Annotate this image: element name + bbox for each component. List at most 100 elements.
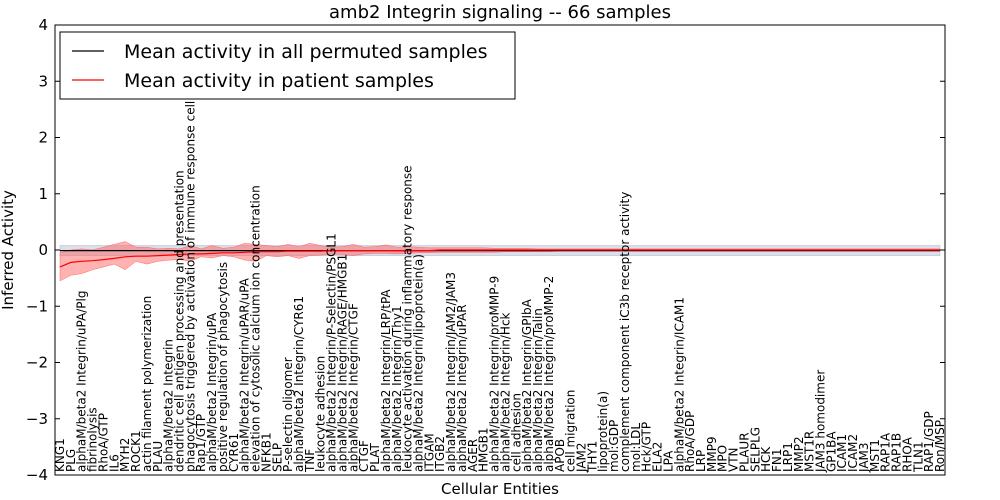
- y-tick-label: −4: [26, 466, 48, 484]
- x-category-label: positive regulation of phagocytosis: [216, 262, 230, 472]
- x-category-label: CYR61: [227, 433, 241, 472]
- x-category-label: NFKB1: [259, 432, 273, 472]
- x-category-label: alphaM/beta2 Integrin/JAM2/JAM3: [444, 272, 458, 472]
- x-category-label: leukocyte adhesion: [314, 356, 328, 472]
- x-category-label: alphaM/beta2 Integrin/P-Selectin/PSGL1: [325, 233, 339, 472]
- x-category-label: KNG1: [53, 438, 67, 472]
- y-tick-label: 0: [38, 241, 48, 259]
- x-category-label: MST1R: [803, 431, 817, 472]
- x-category-label: alphaM/beta2 Integrin/Thy1: [390, 305, 404, 472]
- x-category-label: cell adhesion: [509, 393, 523, 472]
- x-category-label: RAP1A: [879, 432, 893, 472]
- x-category-label: FN1: [770, 448, 784, 472]
- x-category-label: MST1: [868, 439, 882, 472]
- y-tick-label: −1: [26, 297, 48, 315]
- x-category-label: LRP1: [781, 442, 795, 472]
- x-category-label: alphaM/beta2 Integrin/CTGF: [346, 303, 360, 472]
- y-axis-label: Inferred Activity: [0, 190, 17, 310]
- x-category-label: alphaM/beta2 Integrin/proMMP-2: [542, 276, 556, 472]
- x-category-label: elevation of cytosolic calcium ion conce…: [249, 185, 263, 472]
- y-tick-label: 2: [38, 129, 48, 147]
- x-category-label: alphaM/beta2 Integrin/uPA: [205, 312, 219, 472]
- x-category-label: VTN: [727, 447, 741, 472]
- x-category-label: AGER: [466, 439, 480, 472]
- x-category-label: TLN1: [911, 441, 925, 473]
- x-category-label: alphaM/beta2 Integrin/ICAM1: [672, 297, 686, 472]
- x-category-label: APOB: [553, 439, 567, 472]
- x-category-label: ICAM1: [835, 434, 849, 472]
- x-category-label: JAM3: [857, 442, 871, 473]
- x-category-label: HMGB1: [477, 427, 491, 472]
- x-category-label: alphaM/beta2 Integrin: [162, 339, 176, 472]
- x-category-label: phagocytosis triggered by activation of …: [183, 53, 197, 472]
- x-category-label: mol:LDL: [629, 423, 643, 472]
- x-category-label: alphaM/beta2 Integrin/RAGE/HMGB1: [336, 254, 350, 472]
- x-category-label: P-selectin oligomer: [281, 357, 295, 472]
- legend-label-permuted: Mean activity in all permuted samples: [124, 41, 487, 63]
- x-category-label: JAM2: [575, 442, 589, 473]
- y-tick-label: −2: [26, 354, 48, 372]
- series-lines: [59, 249, 940, 268]
- x-category-label: alphaM/beta2 Integrin/uPAR: [455, 304, 469, 472]
- y-axis: 4 3 2 1 0 −1 −2 −3 −4: [26, 16, 945, 484]
- x-category-label: alphaM/beta2 Integrin/Hck: [498, 312, 512, 472]
- legend: Mean activity in all permuted samples Me…: [59, 31, 516, 100]
- x-category-label: PLAT: [368, 443, 382, 472]
- y-tick-label: 1: [38, 185, 48, 203]
- x-category-label: ITGAM: [422, 433, 436, 472]
- x-category-label: RhoA/GDP: [683, 411, 697, 472]
- x-category-label: IL6: [107, 454, 121, 472]
- x-category-label: complement component iC3b receptor activ…: [618, 192, 632, 472]
- x-category-label: fibrinolysis: [86, 407, 100, 472]
- y-tick-label: 3: [38, 72, 48, 90]
- x-category-label: mol:GDP: [607, 420, 621, 472]
- x-category-label: alphaM/beta2 Integrin/CYR61: [292, 296, 306, 472]
- x-category-label: Hck/GTP: [640, 422, 654, 472]
- x-category-label: ICAM2: [846, 434, 860, 472]
- x-category-label: Rap1/GTP: [194, 414, 208, 472]
- x-category-label: PLAUR: [737, 432, 751, 472]
- x-category-label: MYH2: [118, 438, 132, 472]
- x-category-label: leukocyte activation during inflammatory…: [401, 165, 415, 472]
- x-category-label: alphaM/beta2 Integrin/LRP/tPA: [379, 289, 393, 472]
- x-category-label: alphaM/beta2 Integrin/uPAR/uPA: [238, 277, 252, 472]
- x-category-label: JAM3 homodimer: [814, 370, 828, 473]
- x-category-label: PLG: [64, 449, 78, 472]
- patient-series-line: [59, 249, 940, 268]
- x-category-label: PLAU: [151, 441, 165, 472]
- x-category-label: lipoprotein(a): [596, 391, 610, 472]
- x-category-label: ELA2: [651, 442, 665, 472]
- x-category-label: cell migration: [564, 390, 578, 472]
- x-category-label: Ron/MSP: [933, 420, 947, 472]
- x-category-label: TNF: [303, 449, 317, 473]
- x-category-label: SELPLG: [748, 427, 762, 472]
- x-category-label: RAP1/GDP: [922, 411, 936, 472]
- legend-label-patient: Mean activity in patient samples: [124, 70, 434, 92]
- x-category-label: dendritic cell antigen processing and pr…: [173, 170, 187, 472]
- x-category-label: SELP: [270, 443, 284, 472]
- y-tick-label: 4: [38, 16, 48, 34]
- x-category-label: RhoA/GTP: [97, 413, 111, 472]
- chart-title: amb2 Integrin signaling -- 66 samples: [329, 2, 671, 23]
- x-category-label: RHOA: [900, 436, 914, 472]
- x-category-label: ROCK1: [129, 430, 143, 472]
- x-category-label: HCK: [759, 446, 773, 472]
- x-category-label: LRP: [694, 450, 708, 472]
- y-tick-label: −3: [26, 410, 48, 428]
- x-category-label: THY1: [585, 441, 599, 473]
- x-axis-label: Cellular Entities: [441, 480, 559, 498]
- x-category-label: MPO: [716, 445, 730, 472]
- x-category-label: GP1BA: [824, 431, 838, 472]
- x-category-label: RAP1B: [890, 433, 904, 472]
- x-category-label: alphaM/beta2 Integrin/proMMP-9: [488, 276, 502, 472]
- x-category-label: alphaM/beta2 Integrin/Talin: [531, 308, 545, 472]
- x-category-label: alphaM/beta2 Integrin/uPA/Plg: [75, 291, 89, 472]
- x-category-label: MMP9: [705, 436, 719, 472]
- x-category-label: CTGF: [357, 440, 371, 472]
- x-category-label: alphaM/beta2 Integrin/GPIbA: [520, 298, 534, 472]
- x-category-label: alphaM/beta2 Integrin/lipoprotein(a): [412, 254, 426, 472]
- x-category-label: actin filament polymerization: [140, 296, 154, 472]
- x-category-label: LPA: [661, 450, 675, 472]
